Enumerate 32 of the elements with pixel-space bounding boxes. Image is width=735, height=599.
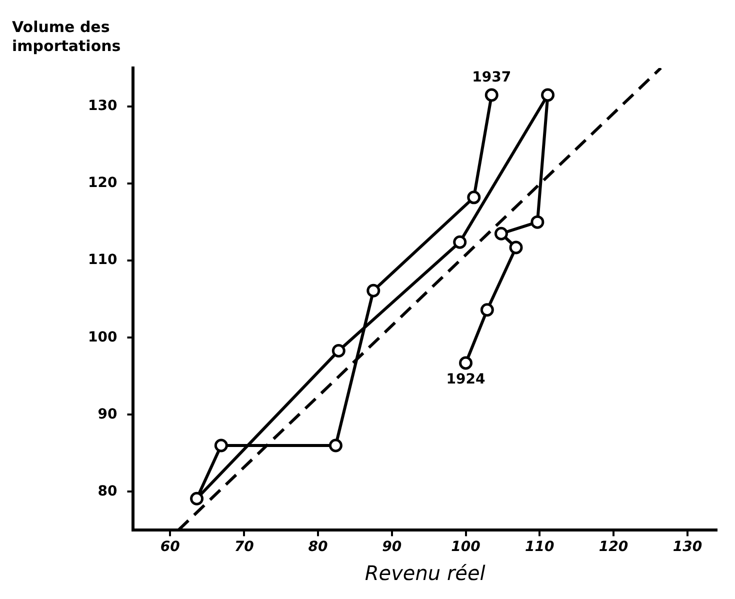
y-axis-title: Volume des importations: [12, 18, 122, 56]
point: [484, 88, 498, 102]
y-tick-label: 120: [88, 175, 118, 192]
y-tick-label: 110: [88, 252, 118, 268]
x-tick-label: 70: [234, 539, 254, 556]
point: [453, 235, 467, 249]
point: [494, 226, 508, 240]
x-tick-label: 130: [672, 539, 702, 556]
point: [332, 344, 346, 358]
point: [190, 492, 204, 506]
x-tick-label: 80: [308, 539, 328, 556]
x-tick-label: 110: [525, 539, 555, 556]
x-tick-label: 90: [382, 539, 402, 556]
x-axis-title: Revenu réel: [364, 561, 486, 586]
point: [509, 240, 523, 254]
point: [467, 190, 481, 204]
point: [530, 215, 544, 229]
point: [366, 284, 380, 298]
y-tick-label: 130: [88, 98, 118, 114]
x-tick-label: 60: [160, 539, 180, 556]
point: [541, 88, 555, 102]
y-tick-label: 80: [98, 483, 118, 500]
annotation: 1924: [446, 372, 486, 388]
y-tick-label: 90: [98, 406, 118, 422]
point: [328, 438, 342, 452]
x-tick-label: 100: [451, 539, 481, 556]
y-tick-label: 100: [88, 329, 118, 346]
x-tick-label: 120: [598, 539, 628, 556]
annotation: 1937: [472, 70, 512, 86]
point: [214, 438, 228, 452]
point: [480, 303, 494, 317]
point: [459, 356, 473, 370]
